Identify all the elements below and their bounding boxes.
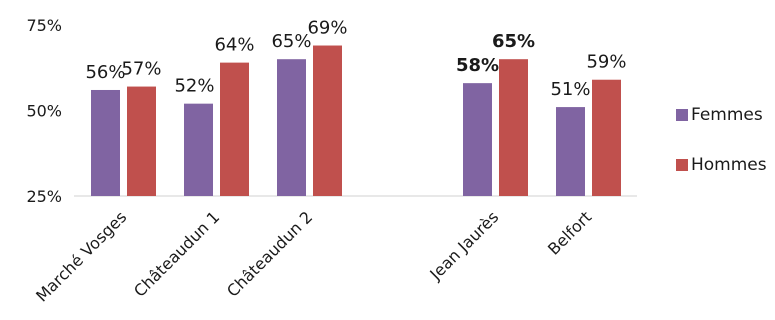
data-label-hommes-2: 69% (307, 18, 347, 39)
data-label-hommes-1: 64% (214, 35, 254, 56)
bar-hommes-4 (499, 59, 528, 197)
bar-femmes-5 (556, 107, 585, 196)
y-tick-label: 75% (26, 16, 62, 35)
data-label-femmes-2: 65% (271, 31, 311, 52)
data-label-hommes-5: 59% (586, 52, 626, 73)
bar-femmes-2 (277, 59, 306, 197)
bar-hommes-5 (592, 79, 621, 196)
data-labels: 56%57%52%64% 65%69%58%65%51%59% (85, 18, 626, 101)
data-label-femmes-0: 56% (85, 62, 125, 83)
legend-label-hommes: Hommes (691, 155, 767, 175)
category-label: Marché Vosges (32, 207, 130, 305)
y-axis: 25% 50% 75% (26, 16, 62, 206)
legend-swatch-femmes (676, 109, 688, 121)
y-tick-label: 25% (26, 187, 62, 206)
data-label-femmes-5: 51% (550, 79, 590, 100)
category-label: Jean Jaurès (425, 207, 502, 284)
y-tick-label: 50% (26, 102, 62, 121)
bar-hommes-1 (220, 62, 249, 197)
bar-hommes-2 (313, 45, 342, 196)
data-label-femmes-4: 58% (456, 55, 499, 76)
category-label: Belfort (544, 207, 595, 258)
bars (91, 45, 621, 197)
bar-hommes-0 (127, 86, 156, 196)
bar-femmes-1 (184, 103, 213, 196)
legend-label-femmes: Femmes (691, 105, 763, 125)
category-label: Châteaudun 2 (223, 207, 316, 300)
legend: Femmes Hommes (676, 105, 767, 175)
category-labels: Marché Vosges Châteaudun 1 Châteaudun 2 Jea… (32, 207, 595, 305)
category-label: Châteaudun 1 (130, 207, 223, 300)
data-label-femmes-1: 52% (174, 76, 214, 97)
bar-femmes-4 (463, 83, 492, 196)
data-label-hommes-0: 57% (121, 59, 161, 80)
data-label-hommes-4: 65% (492, 31, 535, 52)
bar-femmes-0 (91, 89, 120, 196)
legend-swatch-hommes (676, 159, 688, 171)
